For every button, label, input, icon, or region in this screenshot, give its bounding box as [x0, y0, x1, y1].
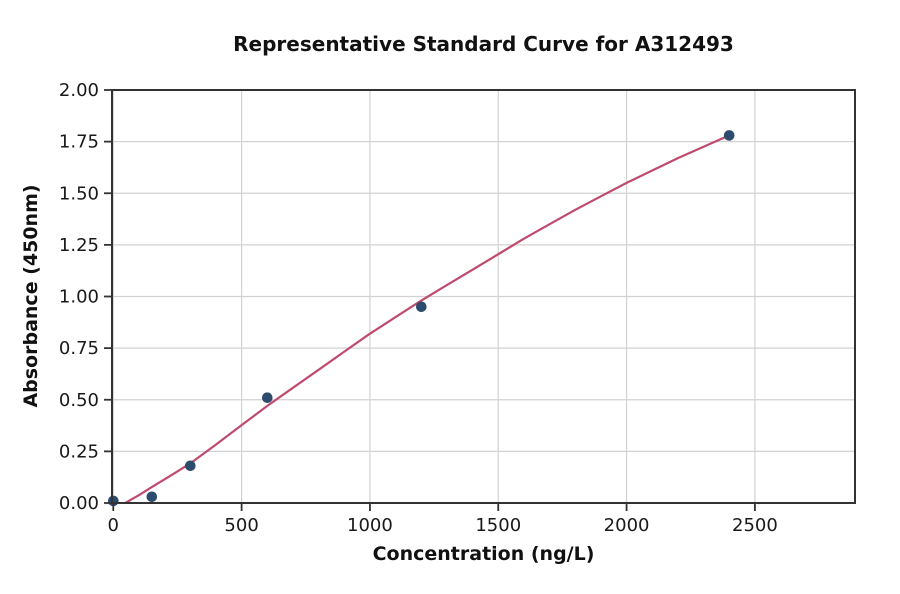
data-point	[416, 301, 427, 313]
y-tick-label: 1.75	[59, 132, 99, 153]
data-point	[146, 491, 158, 503]
x-tick-label: 2000	[604, 515, 650, 536]
x-tick-label: 1500	[475, 515, 521, 536]
x-axis-label: Concentration (ng/L)	[372, 543, 595, 565]
axes-spines	[111, 89, 856, 504]
y-tick-label: 0.75	[59, 338, 99, 359]
y-tick-label: 0.50	[59, 390, 99, 411]
chart-title: Representative Standard Curve for A31249…	[233, 32, 734, 56]
y-tick-label: 0.00	[59, 493, 99, 514]
data-point	[262, 392, 273, 404]
x-tick-label: 0	[108, 515, 119, 536]
x-tick-label: 1000	[347, 515, 393, 536]
y-tick-label: 1.25	[59, 235, 99, 256]
x-tick-label: 2500	[732, 515, 778, 536]
y-tick-label: 1.00	[59, 287, 99, 308]
x-tick-label: 500	[224, 515, 258, 536]
data-point	[185, 460, 196, 472]
data-point	[723, 130, 735, 141]
y-tick-label: 1.50	[59, 183, 99, 204]
y-tick-label: 2.00	[59, 80, 99, 101]
y-tick-label: 0.25	[59, 441, 99, 462]
standard-curve-line	[123, 134, 731, 505]
